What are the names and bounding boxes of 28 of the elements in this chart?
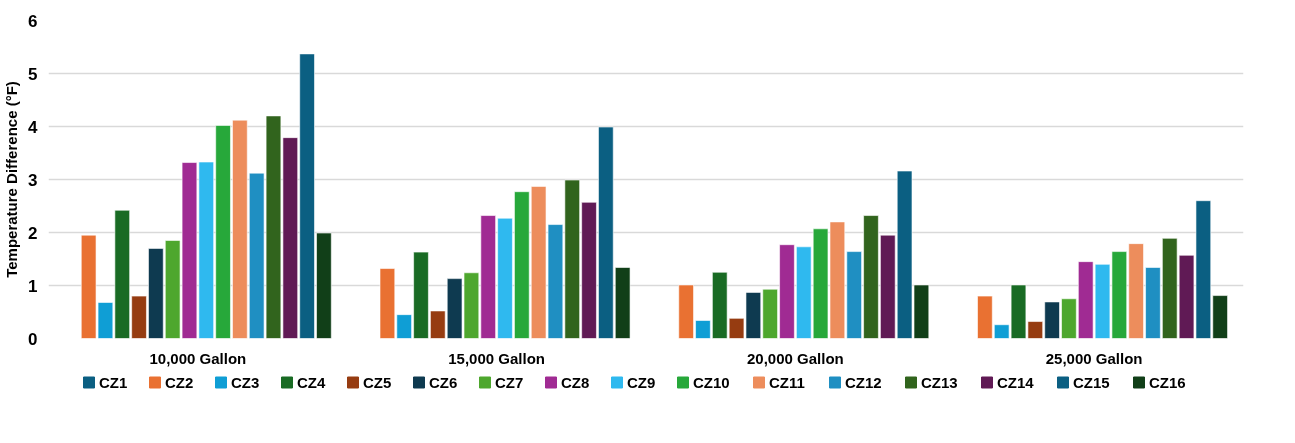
y-tick-label: 1 [28, 276, 38, 296]
legend-label: CZ13 [921, 374, 958, 391]
y-tick-label: 6 [28, 11, 38, 31]
y-tick-label: 0 [28, 329, 38, 349]
y-tick-label: 2 [28, 223, 38, 243]
legend-label: CZ11 [769, 374, 805, 391]
legend-label: CZ15 [1073, 374, 1110, 391]
legend-label: CZ7 [495, 374, 524, 391]
legend-label: CZ5 [363, 374, 392, 391]
legend-label: CZ12 [845, 374, 882, 391]
legend-label: CZ2 [165, 374, 194, 391]
y-axis-title: Temperature Difference (°F) [3, 81, 21, 278]
legend-label: CZ1 [99, 374, 128, 391]
y-tick-label: 3 [28, 170, 38, 190]
x-tick-label: 15,000 Gallon [448, 349, 545, 367]
x-tick-label: 25,000 Gallon [1045, 349, 1143, 367]
legend-label: CZ9 [627, 374, 656, 391]
legend-label: CZ3 [231, 374, 260, 391]
x-tick-label: 10,000 Gallon [149, 349, 247, 367]
legend-label: CZ4 [297, 374, 326, 391]
legend-label: CZ10 [693, 374, 730, 391]
y-tick-label: 4 [28, 117, 39, 137]
y-tick-label: 5 [28, 64, 38, 84]
legend-label: CZ8 [561, 374, 590, 391]
legend-label: CZ14 [997, 374, 1035, 391]
legend-label: CZ6 [429, 374, 458, 391]
legend-label: CZ16 [1149, 374, 1186, 391]
x-tick-label: 20,000 Gallon [747, 349, 844, 367]
